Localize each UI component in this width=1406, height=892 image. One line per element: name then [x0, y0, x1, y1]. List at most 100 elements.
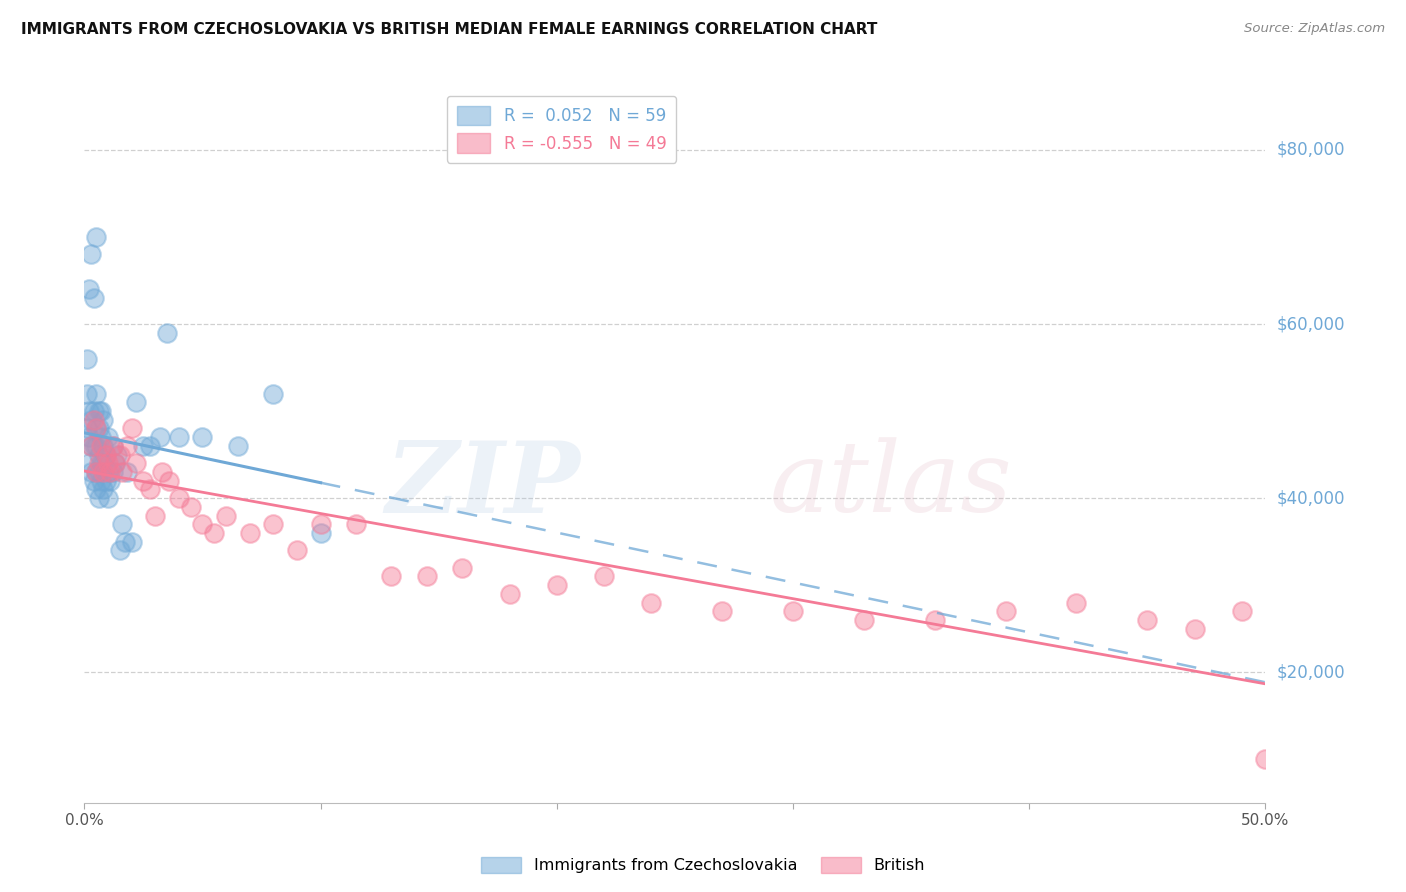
Point [76, 421, 98, 435]
Point [83, 439, 105, 453]
Point [98, 474, 121, 488]
Point [143, 508, 166, 523]
Point [215, 508, 238, 523]
Point [97, 456, 120, 470]
Point [84, 439, 107, 453]
Point [91, 439, 114, 453]
Point [239, 525, 262, 540]
Text: $80,000: $80,000 [1277, 141, 1346, 159]
Point [98, 465, 121, 479]
Point [180, 500, 202, 514]
Text: $40,000: $40,000 [1277, 489, 1346, 508]
Point [84, 230, 107, 244]
Point [84, 421, 107, 435]
Point [285, 543, 308, 558]
Point [104, 456, 127, 470]
Point [498, 587, 520, 601]
Point [157, 474, 180, 488]
Point [309, 525, 332, 540]
Point [87, 465, 110, 479]
Point [94, 448, 117, 462]
Point [97, 465, 120, 479]
Point [94, 448, 117, 462]
Point [104, 456, 127, 470]
Point [1254, 752, 1277, 766]
Point [226, 439, 249, 453]
Point [77, 456, 100, 470]
Point [84, 483, 107, 497]
Point [1230, 604, 1253, 618]
Point [132, 474, 155, 488]
Point [87, 491, 110, 505]
Point [111, 465, 134, 479]
Text: ZIP: ZIP [385, 437, 581, 533]
Point [167, 491, 190, 505]
Point [80, 413, 103, 427]
Point [84, 465, 107, 479]
Point [87, 404, 110, 418]
Point [451, 561, 474, 575]
Point [87, 421, 110, 435]
Point [91, 465, 114, 479]
Point [114, 534, 136, 549]
Point [139, 483, 162, 497]
Point [416, 569, 439, 583]
Point [309, 517, 332, 532]
Point [91, 413, 114, 427]
Point [262, 517, 284, 532]
Point [90, 439, 112, 453]
Text: $60,000: $60,000 [1277, 315, 1346, 333]
Point [83, 291, 105, 305]
Point [83, 413, 105, 427]
Text: atlas: atlas [769, 437, 1012, 533]
Point [344, 517, 367, 532]
Point [80, 247, 103, 261]
Point [156, 326, 179, 340]
Point [149, 430, 172, 444]
Point [115, 439, 138, 453]
Point [115, 465, 138, 479]
Point [101, 439, 124, 453]
Point [108, 448, 131, 462]
Point [77, 282, 100, 296]
Point [91, 483, 114, 497]
Point [994, 604, 1017, 618]
Point [90, 474, 112, 488]
Legend: R =  0.052   N = 59, R = -0.555   N = 49: R = 0.052 N = 59, R = -0.555 N = 49 [447, 95, 676, 162]
Point [852, 613, 875, 627]
Point [80, 439, 103, 453]
Point [87, 456, 110, 470]
Point [77, 404, 100, 418]
Point [125, 395, 148, 409]
Point [593, 569, 616, 583]
Point [262, 386, 284, 401]
Point [139, 439, 162, 453]
Legend: Immigrants from Czechoslovakia, British: Immigrants from Czechoslovakia, British [474, 850, 932, 880]
Point [546, 578, 568, 592]
Point [83, 404, 105, 418]
Point [101, 465, 124, 479]
Point [77, 430, 100, 444]
Text: $20,000: $20,000 [1277, 664, 1346, 681]
Point [108, 543, 131, 558]
Point [90, 456, 112, 470]
Point [84, 421, 107, 435]
Point [90, 430, 112, 444]
Point [191, 430, 214, 444]
Point [1136, 613, 1159, 627]
Point [94, 474, 117, 488]
Point [167, 430, 190, 444]
Point [107, 448, 129, 462]
Point [111, 517, 134, 532]
Text: IMMIGRANTS FROM CZECHOSLOVAKIA VS BRITISH MEDIAN FEMALE EARNINGS CORRELATION CHA: IMMIGRANTS FROM CZECHOSLOVAKIA VS BRITIS… [21, 22, 877, 37]
Point [76, 386, 98, 401]
Point [711, 604, 734, 618]
Point [91, 456, 114, 470]
Point [87, 448, 110, 462]
Point [924, 613, 946, 627]
Point [125, 456, 148, 470]
Point [202, 525, 225, 540]
Point [101, 439, 124, 453]
Point [80, 465, 103, 479]
Point [380, 569, 402, 583]
